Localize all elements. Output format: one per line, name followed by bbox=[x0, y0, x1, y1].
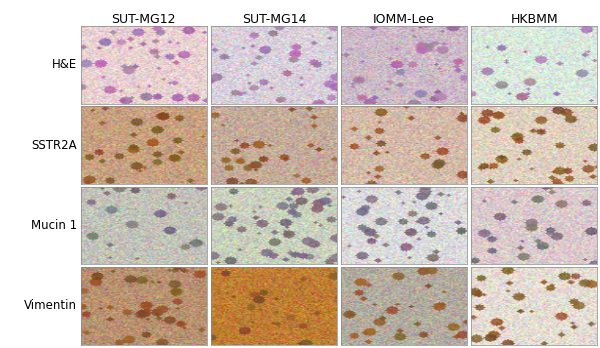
Y-axis label: H&E: H&E bbox=[52, 58, 77, 71]
Title: SUT-MG14: SUT-MG14 bbox=[242, 13, 306, 26]
Title: HKBMM: HKBMM bbox=[511, 13, 558, 26]
Y-axis label: Vimentin: Vimentin bbox=[24, 299, 77, 312]
Title: IOMM-Lee: IOMM-Lee bbox=[373, 13, 435, 26]
Y-axis label: Mucin 1: Mucin 1 bbox=[31, 219, 77, 232]
Title: SUT-MG12: SUT-MG12 bbox=[112, 13, 176, 26]
Y-axis label: SSTR2A: SSTR2A bbox=[31, 139, 77, 152]
